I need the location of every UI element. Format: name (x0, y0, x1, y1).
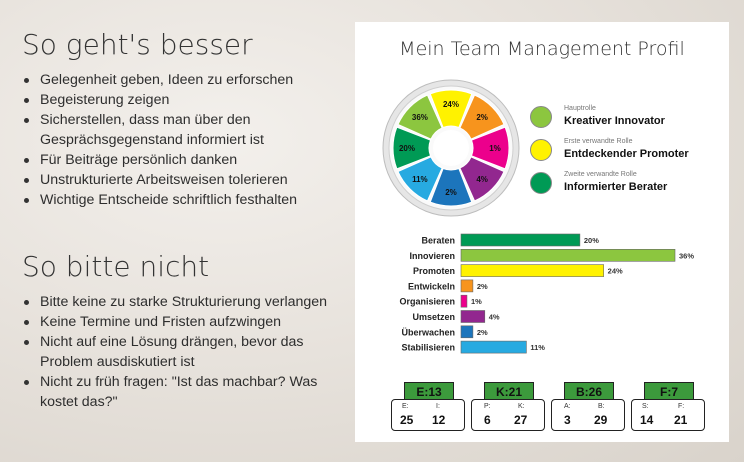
stat-value: 14 (640, 413, 654, 427)
stat-value: 6 (484, 413, 491, 427)
legend-role-name: Kreativer Innovator (564, 115, 665, 127)
stat-value: 3 (564, 413, 571, 427)
list-item: Wichtige Entscheide schriftlich festhalt… (22, 190, 352, 210)
bar (460, 340, 527, 354)
bar-value-label: 36% (679, 251, 694, 260)
wheel-segment (397, 156, 443, 202)
bar-category-label: Entwickeln (408, 281, 455, 291)
legend-dot (530, 139, 552, 161)
stat-value: 12 (432, 413, 446, 427)
bar (460, 325, 474, 339)
legend-dot (530, 106, 552, 128)
list-item: Für Beiträge persönlich danken (22, 150, 352, 170)
card-title: Mein Team Management Profil (399, 38, 685, 60)
wheel-segment (429, 89, 473, 129)
stat-box-b: B:26 A: 3 B: 29 (551, 382, 625, 431)
bar-value-label: 11% (530, 343, 545, 352)
stat-values: S: 14 F: 21 (631, 399, 705, 431)
bar (460, 294, 468, 308)
stat-values: A: 3 B: 29 (551, 399, 625, 431)
bar-category-label: Umsetzen (412, 312, 455, 322)
bar-category-label: Promoten (413, 266, 455, 276)
stat-box-e: E:13 E: 25 I: 12 (391, 382, 465, 431)
wheel-segment-label: 2% (445, 188, 457, 197)
bar-category-label: Organisieren (399, 297, 455, 307)
wheel-segment-label: 11% (412, 175, 428, 184)
bar-value-label: 20% (584, 236, 599, 245)
bar (460, 310, 486, 323)
stat-label: P: (484, 403, 491, 410)
legend-role-name: Informierter Berater (564, 181, 668, 193)
stat-label: E: (402, 403, 409, 410)
wheel-segment (459, 156, 505, 202)
stat-box-f: F:7 S: 14 F: 21 (631, 382, 705, 431)
wheel-hub (433, 130, 469, 166)
stat-label: K: (518, 403, 525, 410)
legend-dot (530, 172, 552, 194)
bar (460, 233, 581, 247)
legend-role-type: Zweite verwandte Rolle (564, 171, 637, 178)
wheel-segment-label: 20% (399, 144, 415, 153)
stat-label: F: (678, 403, 685, 410)
legend-role-type: Hauptrolle (564, 105, 596, 112)
list-item: Nicht auf eine Lösung drängen, bevor das… (22, 332, 352, 372)
profile-card: Mein Team Management Profil 24% 2% 1% 4% 2% 1… (355, 22, 729, 442)
wheel-segment-label: 36% (412, 113, 428, 122)
bar-category-label: Überwachen (401, 327, 455, 337)
wheel-segment-label: 24% (443, 100, 459, 109)
bar-value-label: 4% (489, 313, 500, 322)
bar-value-label: 2% (477, 282, 488, 291)
stat-label: A: (564, 403, 571, 410)
stat-label: I: (436, 403, 440, 410)
heading-dont: So bitte nicht (22, 250, 210, 283)
wheel-segment-label: 4% (476, 175, 488, 184)
stat-box-k: K:21 P: 6 K: 27 (471, 382, 545, 431)
stat-value: 29 (594, 413, 608, 427)
bar-value-label: 24% (608, 267, 623, 276)
dont-list: Bitte keine zu starke Strukturierung ver… (22, 292, 352, 412)
bar-category-label: Beraten (421, 236, 455, 246)
wheel-segment (470, 126, 510, 170)
bar-category-label: Innovieren (409, 251, 455, 261)
bar-category-label: Stabilisieren (401, 343, 455, 353)
bar (460, 248, 676, 262)
stat-value: 21 (674, 413, 688, 427)
stat-header: F:7 (644, 382, 694, 402)
do-list: Gelegenheit geben, Ideen zu erforschen B… (22, 70, 352, 210)
list-item: Bitte keine zu starke Strukturierung ver… (22, 292, 352, 312)
stat-values: P: 6 K: 27 (471, 399, 545, 431)
stat-value: 25 (400, 413, 414, 427)
bar (460, 279, 474, 293)
stat-label: B: (598, 403, 605, 410)
profile-wheel: 24% 2% 1% 4% 2% 11% 20% 36% (382, 79, 520, 217)
heading-do: So geht's besser (22, 28, 253, 61)
bar-value-label: 1% (471, 297, 482, 306)
wheel-segment (459, 94, 505, 140)
wheel-segment (429, 167, 473, 207)
bar (460, 264, 604, 277)
list-item: Unstrukturierte Arbeitsweisen tolerieren (22, 170, 352, 190)
list-item: Gelegenheit geben, Ideen zu erforschen (22, 70, 352, 90)
role-bar-chart: Beraten 20% Innovieren 36% Promoten 24% Entwic… (399, 233, 694, 354)
stat-label: S: (642, 403, 649, 410)
wheel-segment-label: 1% (489, 144, 501, 153)
list-item: Sicherstellen, dass man über den Gespräc… (22, 110, 352, 150)
bar-value-label: 2% (477, 328, 488, 337)
wheel-segment (392, 126, 432, 170)
stat-value: 27 (514, 413, 528, 427)
legend-role-type: Erste verwandte Rolle (564, 138, 633, 145)
wheel-segment-label: 2% (476, 113, 488, 122)
legend-role-name: Entdeckender Promoter (564, 148, 689, 160)
list-item: Nicht zu früh fragen: "Ist das machbar? … (22, 372, 352, 412)
stat-values: E: 25 I: 12 (391, 399, 465, 431)
list-item: Keine Termine und Fristen aufzwingen (22, 312, 352, 332)
list-item: Begeisterung zeigen (22, 90, 352, 110)
wheel-segment (397, 94, 443, 140)
